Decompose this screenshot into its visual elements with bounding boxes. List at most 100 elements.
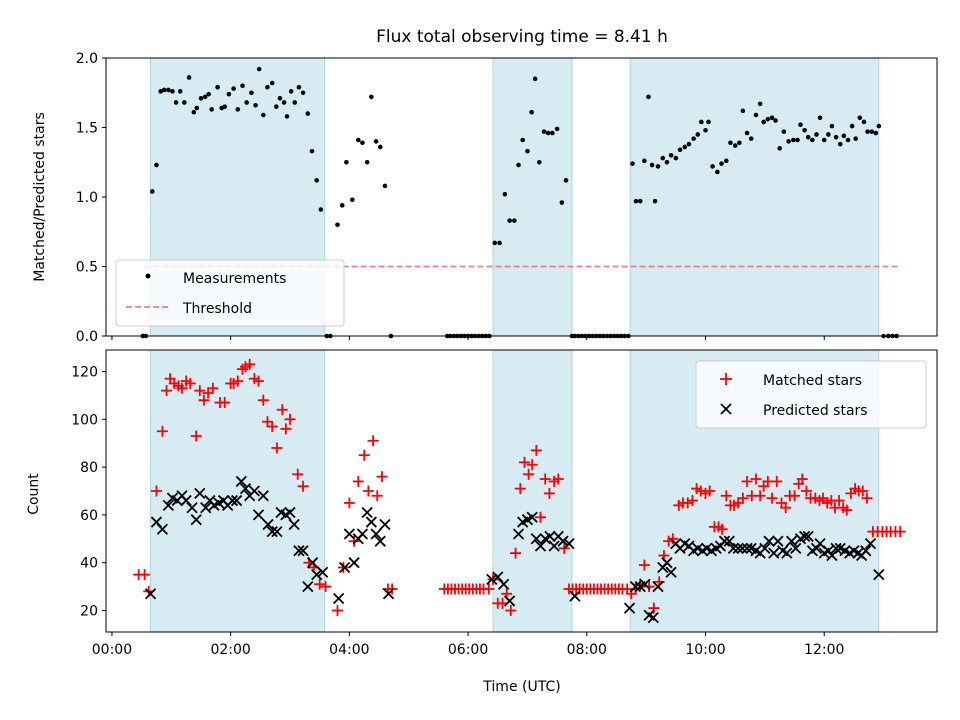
predicted-star-point bbox=[266, 525, 278, 538]
measurement-point bbox=[695, 132, 701, 137]
legend-matched-label: Matched stars bbox=[763, 373, 862, 389]
measurement-point bbox=[198, 96, 204, 101]
predicted-star-point bbox=[257, 490, 269, 502]
measurement-point bbox=[277, 96, 283, 101]
measurement-point bbox=[849, 123, 855, 129]
predicted-star-point bbox=[798, 530, 811, 543]
predicted-star-point bbox=[284, 506, 296, 519]
predicted-star-point bbox=[306, 557, 319, 569]
predicted-star-point bbox=[544, 530, 556, 543]
measurement-point bbox=[537, 159, 542, 165]
matched-star-point bbox=[184, 377, 196, 389]
matched-star-point bbox=[314, 578, 326, 590]
measurement-point bbox=[841, 133, 847, 139]
matched-star-point bbox=[352, 475, 364, 487]
matched-star-point bbox=[732, 497, 744, 509]
matched-star-point bbox=[139, 569, 151, 581]
count-axes-frame bbox=[105, 349, 938, 633]
legend-measurements-label: Measurements bbox=[183, 271, 286, 287]
measurement-point bbox=[249, 90, 254, 96]
measurement-point bbox=[314, 178, 320, 183]
measurement-point bbox=[202, 94, 208, 100]
matched-star-point bbox=[284, 413, 296, 425]
measurement-point bbox=[265, 84, 270, 90]
predicted-star-point bbox=[248, 485, 261, 497]
matched-star-point bbox=[750, 473, 762, 485]
predicted-star-point bbox=[802, 530, 814, 543]
predicted-star-point bbox=[194, 487, 206, 500]
ratio-legend-box bbox=[115, 259, 345, 327]
measurement-point bbox=[296, 84, 302, 90]
measurement-point bbox=[715, 169, 720, 175]
measurement-point bbox=[292, 100, 298, 105]
matched-star-point bbox=[276, 404, 288, 416]
measurement-point bbox=[344, 159, 349, 165]
matched-star-point bbox=[320, 581, 332, 593]
matched-star-point bbox=[716, 523, 728, 535]
measurement-point bbox=[686, 141, 692, 147]
measurement-point bbox=[649, 162, 655, 168]
measurement-point bbox=[761, 119, 766, 125]
matched-star-point bbox=[530, 444, 542, 456]
predicted-star-point bbox=[781, 547, 793, 559]
measurement-point bbox=[817, 115, 823, 121]
measurement-point bbox=[231, 86, 236, 91]
measurement-point bbox=[861, 119, 867, 125]
predicted-star-point bbox=[727, 542, 740, 554]
measurement-point bbox=[652, 198, 658, 204]
measurement-point bbox=[240, 83, 245, 89]
matched-star-point bbox=[796, 473, 808, 485]
predicted-star-point bbox=[144, 588, 157, 600]
matched-star-point bbox=[857, 485, 869, 497]
matched-star-point bbox=[543, 487, 555, 499]
x-axis-label: Time (UTC) bbox=[482, 679, 560, 695]
measurement-point bbox=[355, 137, 361, 143]
matched-star-point bbox=[771, 475, 783, 487]
predicted-star-point bbox=[530, 533, 542, 545]
count-ytick-label: 100 bbox=[71, 412, 98, 428]
count-ytick-label: 120 bbox=[71, 365, 98, 381]
predicted-star-point bbox=[790, 542, 802, 554]
predicted-star-point bbox=[512, 528, 525, 540]
predicted-star-point bbox=[526, 511, 538, 523]
ratio-ytick-label: 0.5 bbox=[76, 260, 98, 276]
matched-star-point bbox=[526, 459, 538, 471]
measurement-point bbox=[791, 137, 796, 143]
count-panel: 20 40 60 80 100 120 00:00 02:00 04:00 06:00 08:00… bbox=[26, 349, 938, 695]
predicted-star-point bbox=[652, 580, 664, 593]
measurement-point bbox=[274, 104, 279, 109]
matched-star-point bbox=[629, 583, 641, 595]
measurement-point bbox=[699, 119, 704, 125]
matched-star-point bbox=[704, 485, 716, 497]
measurement-point bbox=[865, 129, 870, 134]
predicted-star-point bbox=[190, 514, 202, 526]
matched-star-point bbox=[150, 485, 162, 497]
matched-star-point bbox=[156, 425, 168, 437]
measurement-point bbox=[853, 136, 858, 141]
measurement-point bbox=[876, 123, 882, 129]
matched-star-point bbox=[534, 511, 546, 523]
measurement-point bbox=[728, 140, 733, 146]
count-ytick-label: 20 bbox=[80, 603, 98, 619]
measurement-point bbox=[781, 129, 787, 134]
measurement-point bbox=[737, 140, 742, 146]
matched-star-point bbox=[861, 492, 873, 504]
measurement-point bbox=[516, 162, 521, 168]
predicted-star-point bbox=[361, 506, 373, 519]
measurement-point bbox=[149, 189, 155, 194]
predicted-star-point bbox=[162, 499, 174, 511]
predicted-star-point bbox=[271, 525, 283, 538]
count-xtick-label: 08:00 bbox=[567, 642, 607, 658]
predicted-star-point bbox=[311, 569, 323, 581]
measurement-point bbox=[222, 104, 228, 109]
measurement-point bbox=[209, 107, 214, 112]
measurement-point bbox=[668, 153, 674, 158]
measurement-point bbox=[244, 100, 249, 105]
measurement-point bbox=[837, 141, 843, 147]
predicted-star-point bbox=[382, 588, 395, 600]
matched-star-point bbox=[194, 385, 206, 397]
matched-star-point bbox=[376, 471, 388, 483]
predicted-star-point bbox=[333, 592, 345, 605]
measurement-point bbox=[541, 129, 547, 134]
predicted-star-point bbox=[370, 528, 382, 540]
